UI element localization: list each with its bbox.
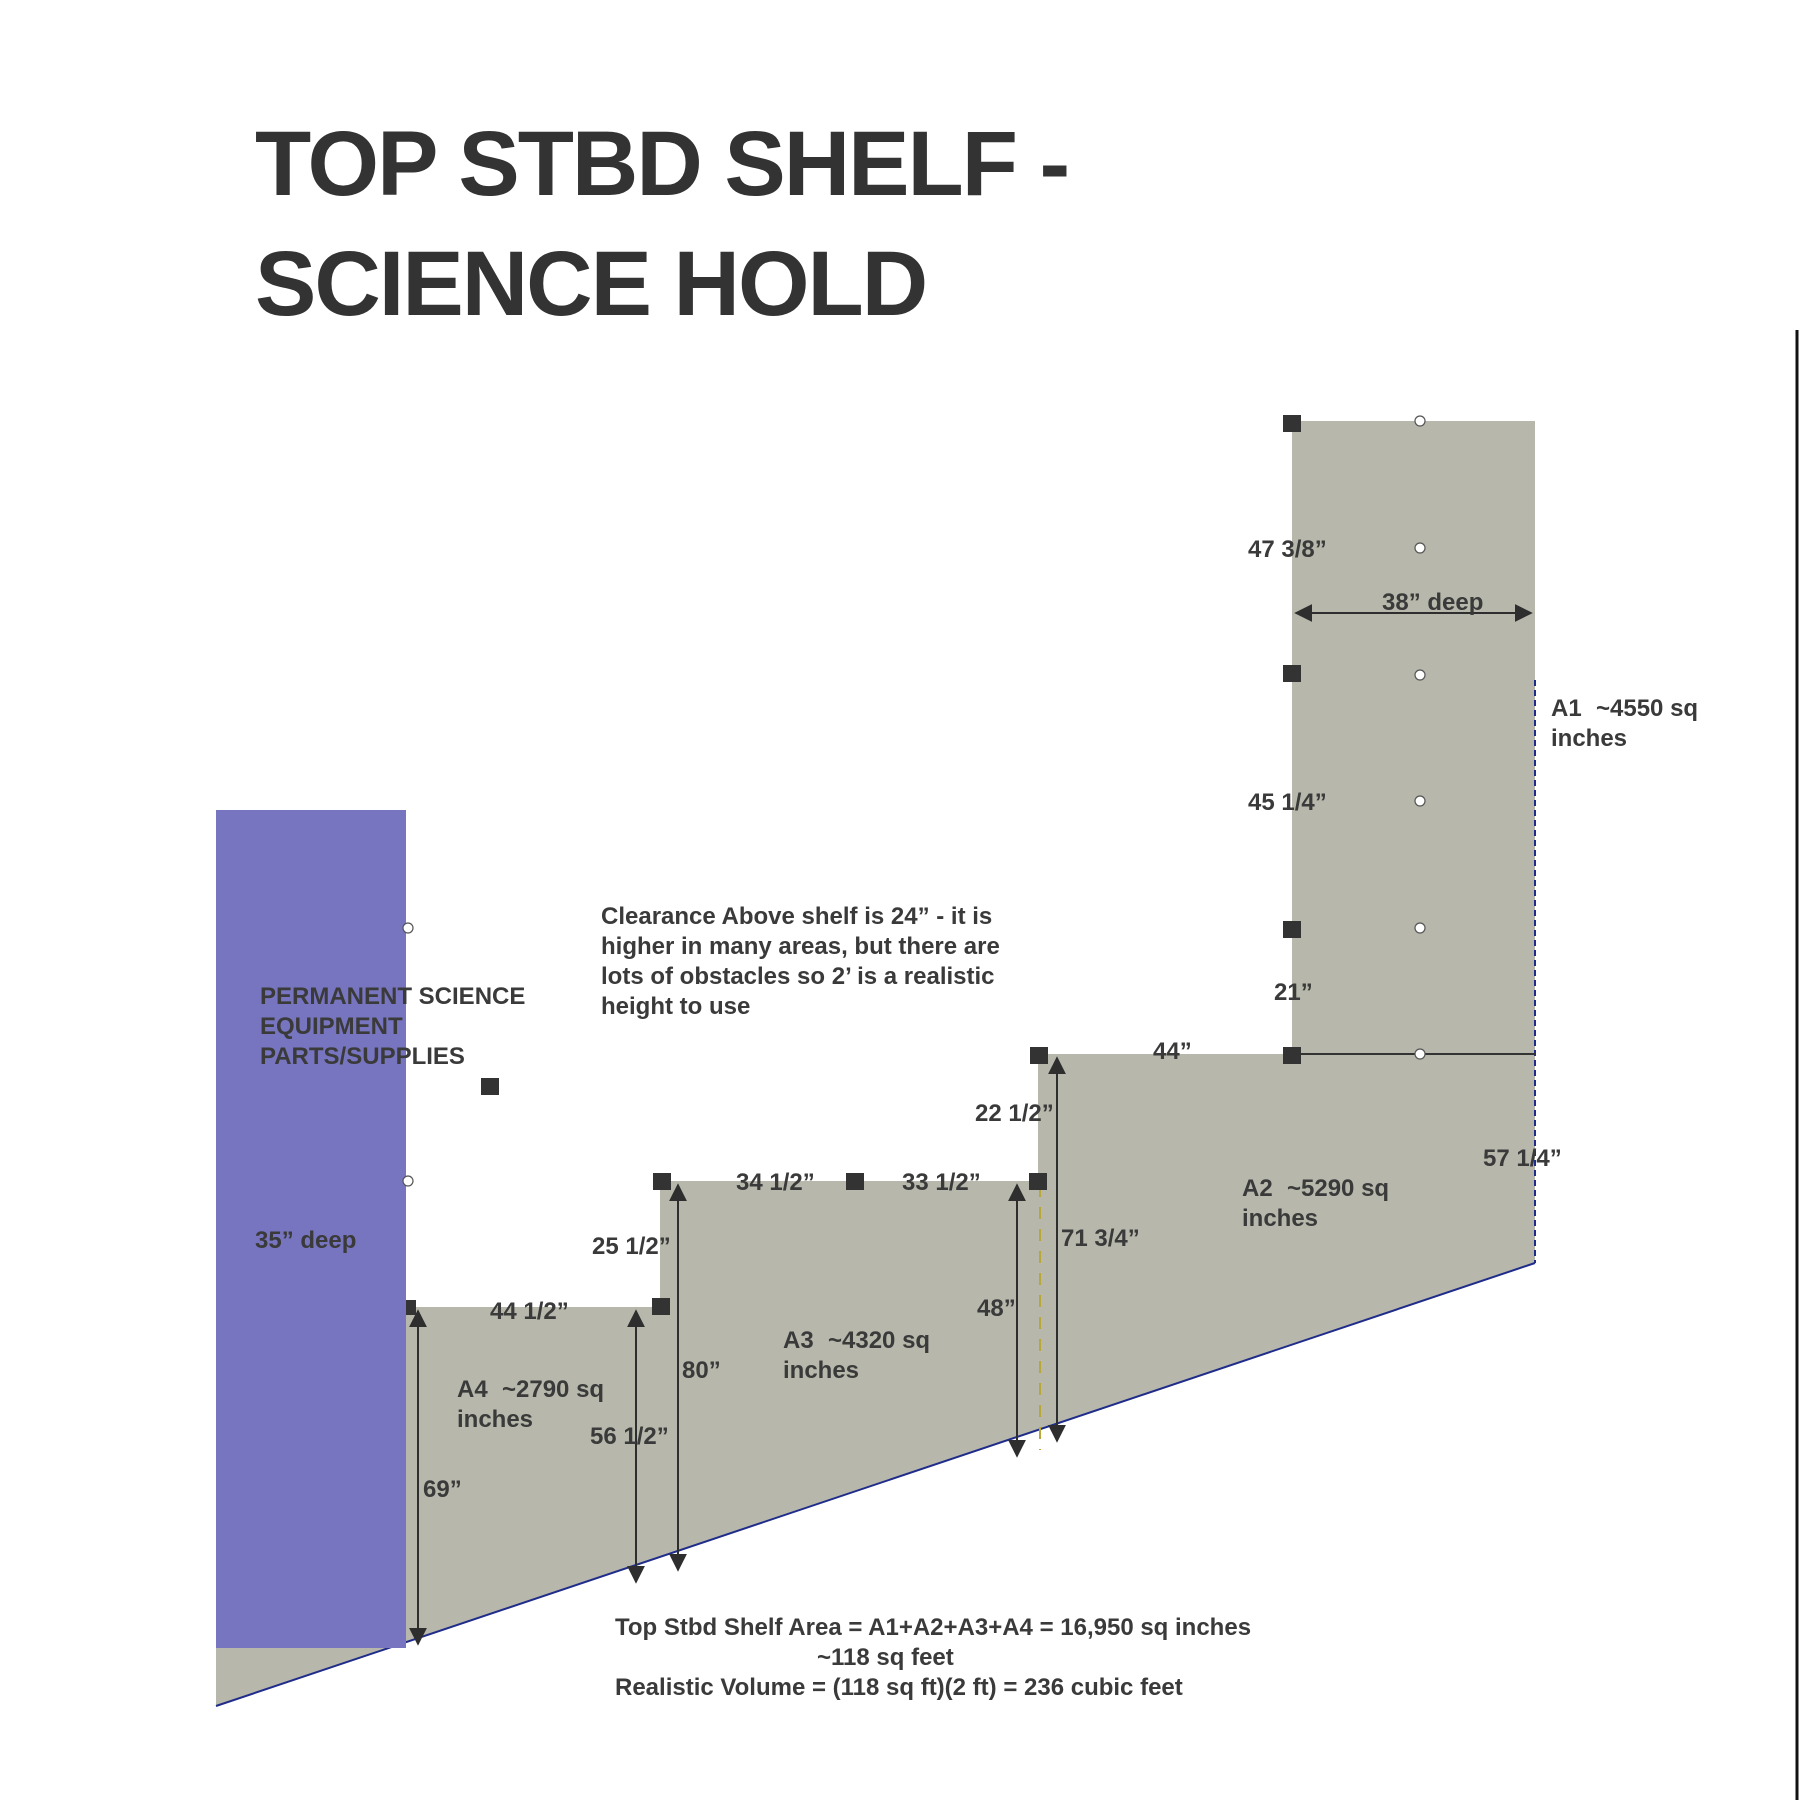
shelf-bottom-edge	[215, 1262, 1536, 1707]
corner-marker	[653, 1173, 671, 1190]
corner-marker	[1283, 921, 1301, 938]
corner-marker	[1283, 1047, 1301, 1064]
hole-marker	[1414, 795, 1426, 807]
clearance-note-line-2: higher in many areas, but there are	[601, 933, 1000, 960]
hole-marker	[1414, 1048, 1426, 1060]
corner-marker	[406, 1300, 416, 1315]
corner-marker	[1283, 665, 1301, 682]
equipment-label-line-3: PARTS/SUPPLIES	[260, 1043, 465, 1070]
dim-label-69: 69”	[423, 1476, 462, 1503]
dim-label-25-1-2: 25 1/2”	[592, 1233, 671, 1260]
equipment-label-line-2: EQUIPMENT	[260, 1013, 403, 1040]
title-line-2: SCIENCE HOLD	[255, 233, 926, 335]
summary-volume-line: Realistic Volume = (118 sq ft)(2 ft) = 2…	[615, 1674, 1183, 1701]
area-a2-value: ~5290 sq	[1287, 1175, 1389, 1202]
corner-marker	[1283, 415, 1301, 432]
hole-marker	[1414, 542, 1426, 554]
hole-marker	[1414, 669, 1426, 681]
clearance-note-line-4: height to use	[601, 993, 750, 1020]
area-a4-value: ~2790 sq	[502, 1376, 604, 1403]
area-a4-name: A4	[457, 1376, 488, 1403]
clearance-note-line-3: lots of obstacles so 2’ is a realistic	[601, 963, 995, 990]
area-a4-unit: inches	[457, 1406, 533, 1433]
shelf-floor-plan	[216, 421, 1535, 1706]
dim-label-21: 21”	[1274, 979, 1313, 1006]
dim-label-44-1-2: 44 1/2”	[490, 1298, 569, 1325]
dim-label-45-1-4: 45 1/4”	[1248, 789, 1327, 816]
corner-marker	[846, 1173, 864, 1190]
dim-label-44: 44”	[1153, 1038, 1192, 1065]
dim-label-71-3-4: 71 3/4”	[1061, 1225, 1140, 1252]
dim-label-33-1-2: 33 1/2”	[902, 1169, 981, 1196]
hole-marker	[402, 922, 414, 934]
area-a1-name: A1	[1551, 695, 1582, 722]
area-a3-unit: inches	[783, 1357, 859, 1384]
corner-marker	[481, 1078, 499, 1095]
area-a1-value: ~4550 sq	[1596, 695, 1698, 722]
hole-marker	[1414, 922, 1426, 934]
dim-label-47-3-8: 47 3/8”	[1248, 536, 1327, 563]
dim-label-48: 48”	[977, 1295, 1016, 1322]
corner-marker	[1029, 1173, 1047, 1190]
permanent-equipment-block	[216, 810, 406, 1648]
area-a3-name: A3	[783, 1327, 814, 1354]
dim-label-56-1-2: 56 1/2”	[590, 1423, 669, 1450]
dim-label-80: 80”	[682, 1357, 721, 1384]
dim-label-22-1-2: 22 1/2”	[975, 1100, 1054, 1127]
equipment-depth-label: 35” deep	[255, 1227, 356, 1254]
area-a2-unit: inches	[1242, 1205, 1318, 1232]
area-a2-name: A2	[1242, 1175, 1273, 1202]
hole-marker	[1414, 415, 1426, 427]
area-a3-value: ~4320 sq	[828, 1327, 930, 1354]
summary-sq-feet-line: ~118 sq feet	[817, 1644, 954, 1671]
summary-area-line: Top Stbd Shelf Area = A1+A2+A3+A4 = 16,9…	[615, 1614, 1251, 1641]
clearance-note-line-1: Clearance Above shelf is 24” - it is	[601, 903, 992, 930]
hole-marker	[402, 1175, 414, 1187]
equipment-label-line-1: PERMANENT SCIENCE	[260, 983, 525, 1010]
dim-label-38-deep: 38” deep	[1382, 589, 1483, 616]
dim-label-57-1-4: 57 1/4”	[1483, 1145, 1562, 1172]
corner-marker	[652, 1298, 670, 1315]
dim-label-34-1-2: 34 1/2”	[736, 1169, 815, 1196]
title-line-1: TOP STBD SHELF -	[255, 113, 1068, 215]
area-a1-unit: inches	[1551, 725, 1627, 752]
corner-marker	[1030, 1047, 1048, 1064]
